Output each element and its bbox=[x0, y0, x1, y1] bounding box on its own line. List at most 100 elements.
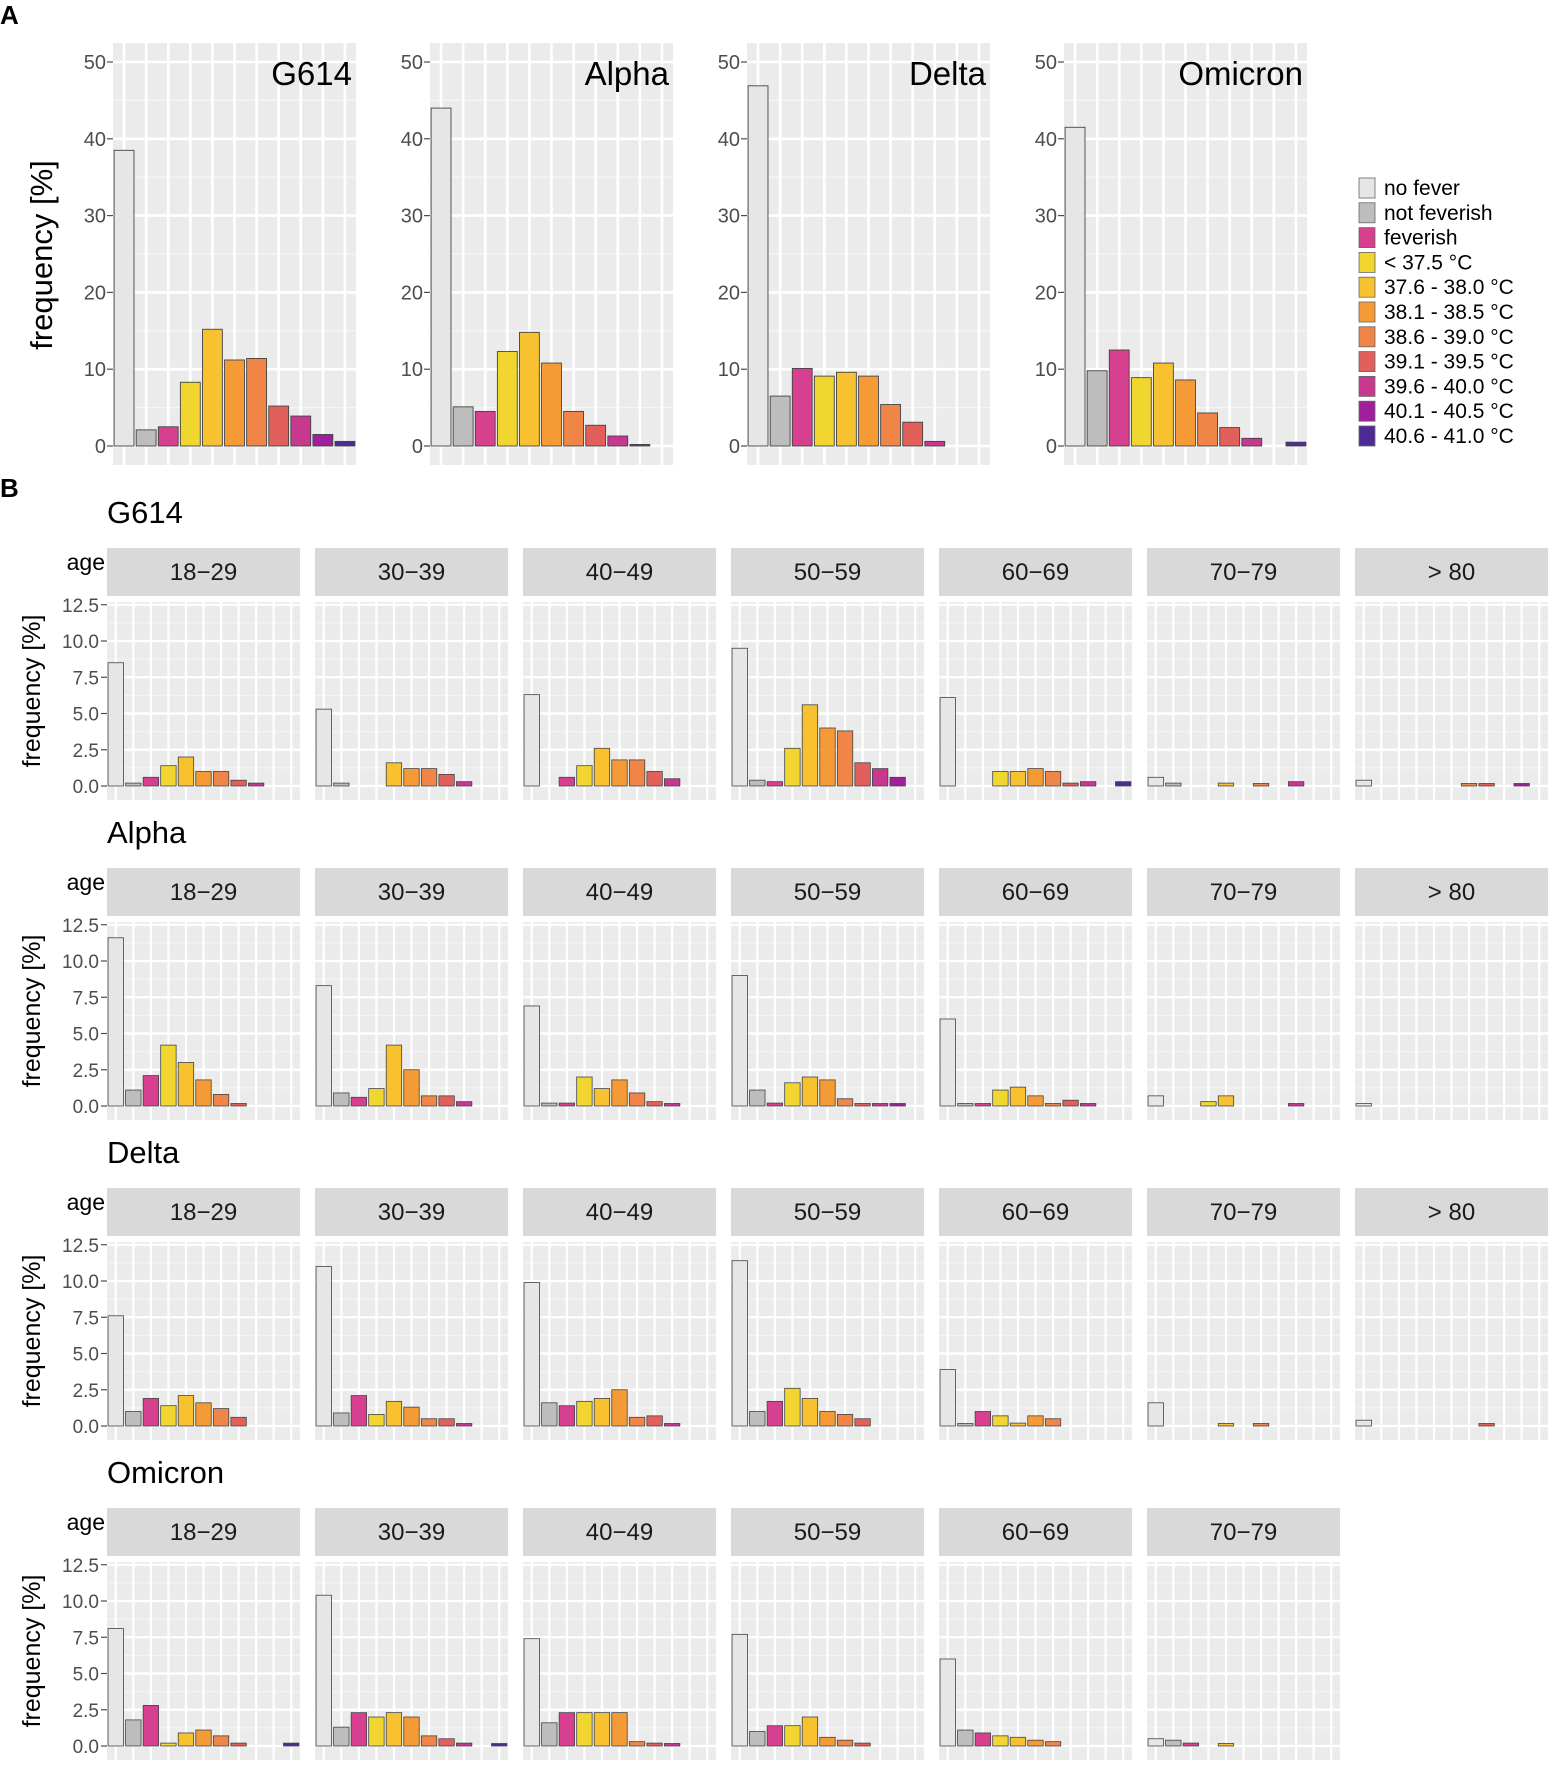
bar-39-1-39-5-c bbox=[902, 421, 924, 447]
facet-strip-label: > 80 bbox=[1428, 1199, 1475, 1226]
bar-38-1-38-5-c bbox=[541, 362, 562, 447]
bar-40-1-40-5-c bbox=[312, 434, 334, 447]
bar-40-1-40-5-c bbox=[889, 1103, 906, 1107]
bar-not-feverish bbox=[769, 395, 791, 447]
facet-strip-label: 60−69 bbox=[1002, 1519, 1069, 1546]
bar-no-fever bbox=[1147, 776, 1164, 787]
bar-not-feverish bbox=[749, 1411, 766, 1427]
bar-37-5-c bbox=[784, 747, 801, 787]
bar-39-1-39-5-c bbox=[438, 1418, 455, 1427]
facet-strip bbox=[1147, 868, 1340, 916]
bar-not-feverish bbox=[1165, 1739, 1182, 1747]
facet-strip-label: 50−59 bbox=[794, 879, 861, 906]
facet-strip-label: 18−29 bbox=[170, 879, 237, 906]
legend-item-38-6-39-0-c: 38.6 - 39.0 °C bbox=[1358, 326, 1514, 349]
bar-38-6-39-0-c bbox=[420, 1095, 438, 1107]
facet-strip-label: 30−39 bbox=[378, 1519, 445, 1546]
bar-37-6-38-0-c bbox=[177, 1395, 195, 1427]
bar-39-6-40-0-c bbox=[1288, 1103, 1305, 1107]
bar-38-1-38-5-c bbox=[195, 1729, 212, 1747]
facet-g614-80: > 80 bbox=[1355, 548, 1548, 800]
bar-37-6-38-0-c bbox=[385, 1400, 403, 1427]
row-title: Delta bbox=[107, 1135, 180, 1170]
bar-38-6-39-0-c bbox=[212, 1094, 230, 1107]
bar-no-fever bbox=[315, 708, 332, 787]
bar-37-5-c bbox=[1130, 377, 1152, 447]
legend-swatch bbox=[1358, 351, 1376, 373]
bar-37-6-38-0-c bbox=[801, 1076, 819, 1107]
y-tick-label: 0 bbox=[95, 436, 106, 458]
bar-39-1-39-5-c bbox=[646, 1415, 663, 1427]
bar-38-6-39-0-c bbox=[246, 357, 267, 447]
bar-feverish bbox=[766, 781, 783, 787]
facet-a-omicron: 0 10 20 30 40 50 Omicron bbox=[1035, 43, 1307, 465]
facet-strip bbox=[1147, 1508, 1340, 1556]
facet-strip bbox=[939, 868, 1132, 916]
panel-b-letter: B bbox=[0, 473, 19, 503]
y-tick-label: 2.5 bbox=[73, 741, 99, 762]
facet-strip bbox=[523, 868, 716, 916]
y-tick-label: 10 bbox=[401, 359, 423, 381]
bar-39-1-39-5-c bbox=[1478, 783, 1495, 787]
y-tick-label: 20 bbox=[84, 282, 106, 304]
bar-38-1-38-5-c bbox=[1027, 1739, 1044, 1747]
bar-37-5-c bbox=[496, 351, 518, 447]
bar-not-feverish bbox=[541, 1102, 558, 1107]
facet-title: G614 bbox=[271, 55, 352, 92]
y-tick-label: 50 bbox=[718, 52, 740, 74]
bar-38-1-38-5-c bbox=[819, 1411, 836, 1427]
y-tick-label: 30 bbox=[1035, 206, 1057, 228]
bar-38-6-39-0-c bbox=[1044, 1741, 1062, 1747]
facet-strip-label: 70−79 bbox=[1210, 559, 1277, 586]
bar-no-fever bbox=[315, 985, 332, 1107]
facet-strip bbox=[939, 1508, 1132, 1556]
facet-alpha-60-69: 60−69 bbox=[939, 868, 1132, 1120]
facet-strip bbox=[315, 1508, 508, 1556]
y-tick-label: 0 bbox=[729, 436, 740, 458]
bar-38-1-38-5-c bbox=[1027, 1095, 1044, 1107]
bar-no-fever bbox=[939, 1369, 956, 1427]
y-tick-label: 20 bbox=[401, 282, 423, 304]
bar-no-fever bbox=[731, 975, 748, 1107]
facet-strip bbox=[107, 548, 300, 596]
bar-no-fever bbox=[1355, 1419, 1372, 1427]
facet-omicron-18-29: 18−29 0.0 2.5 5.0 7.5 10.0 12.5 bbox=[62, 1508, 300, 1760]
bar-not-feverish bbox=[125, 1719, 142, 1747]
facet-g614-30-39: 30−39 bbox=[315, 548, 508, 800]
facet-omicron-70-79: 70−79 bbox=[1147, 1508, 1340, 1760]
y-tick-label: 50 bbox=[84, 52, 106, 74]
facet-strip-label: 40−49 bbox=[586, 1199, 653, 1226]
bar-39-6-40-0-c bbox=[664, 1103, 681, 1107]
bar-feverish bbox=[142, 1075, 159, 1107]
bar-39-1-39-5-c bbox=[854, 1418, 871, 1427]
bar-37-6-38-0-c bbox=[385, 762, 403, 787]
bar-feverish bbox=[558, 1712, 575, 1747]
bar-feverish bbox=[974, 1103, 991, 1107]
bar-39-6-40-0-c bbox=[872, 768, 889, 787]
bar-37-5-c bbox=[576, 1712, 593, 1747]
bar-38-6-39-0-c bbox=[628, 1416, 646, 1427]
bar-39-6-40-0-c bbox=[1080, 781, 1097, 787]
bar-not-feverish bbox=[541, 1402, 558, 1427]
bar-37-5-c bbox=[160, 1405, 177, 1427]
bar-37-5-c bbox=[784, 1387, 801, 1427]
bar-no-fever bbox=[1147, 1738, 1164, 1747]
bar-not-feverish bbox=[957, 1103, 974, 1107]
bar-no-fever bbox=[1147, 1095, 1164, 1107]
bar-not-feverish bbox=[1165, 782, 1182, 787]
facet-strip-label: 50−59 bbox=[794, 559, 861, 586]
legend-label: < 37.5 °C bbox=[1384, 251, 1472, 274]
facet-strip bbox=[1355, 548, 1548, 596]
bar-37-6-38-0-c bbox=[1009, 1736, 1027, 1747]
y-tick-label: 40 bbox=[1035, 129, 1057, 151]
bar-38-6-39-0-c bbox=[212, 771, 230, 787]
facet-alpha-30-39: 30−39 bbox=[315, 868, 508, 1120]
facet-alpha-18-29: 18−29 0.0 2.5 5.0 7.5 10.0 12.5 bbox=[62, 868, 300, 1120]
facet-strip-label: 40−49 bbox=[586, 879, 653, 906]
bar-38-6-39-0-c bbox=[836, 1098, 854, 1107]
facet-strip bbox=[939, 548, 1132, 596]
